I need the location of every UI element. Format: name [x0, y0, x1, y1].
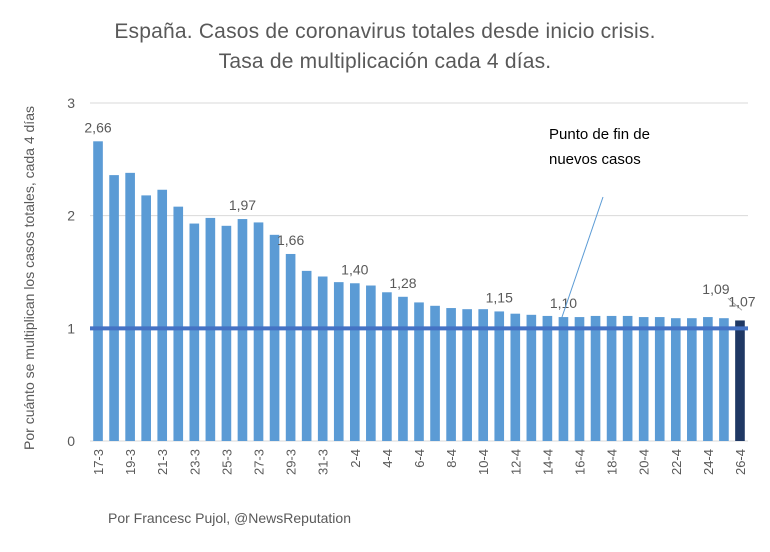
annotation-line-2: nuevos casos: [549, 151, 641, 168]
bar-6-4: [414, 302, 424, 441]
bar-30-3: [301, 270, 312, 441]
x-tick-label-31-3: 31-3: [316, 449, 331, 475]
x-tick-label-21-3: 21-3: [155, 449, 170, 475]
bar-5-4: [398, 296, 408, 441]
chart-title: España. Casos de coronavirus totales des…: [114, 20, 656, 43]
data-label-29-3: 1,66: [277, 232, 304, 248]
data-label-25-4: 1,09: [702, 281, 729, 297]
x-tick-label-26-4: 26-4: [733, 449, 748, 475]
bar-22-4: [670, 318, 681, 441]
bar-17-4: [590, 315, 601, 441]
x-tick-labels: 17-3 19-3 21-3 23-3 25-3 27-3 29-3 31-3 2-4 4-4 6-…: [91, 449, 748, 475]
bar-18-4: [606, 315, 617, 441]
bar-27-3: [253, 222, 264, 441]
annotation-arrow-group: [560, 196, 604, 321]
bar-7-4: [430, 305, 440, 441]
x-tick-label-6-4: 6-4: [412, 449, 427, 468]
bar-25-3: [221, 225, 232, 441]
bar-3-4: [366, 285, 376, 441]
bar-1-4: [333, 282, 344, 441]
x-tick-label-12-4: 12-4: [508, 449, 523, 475]
bar-20-3: [141, 195, 151, 441]
bar-22-3: [173, 206, 184, 441]
data-label-26-4: 1,07: [728, 293, 755, 309]
x-tick-label-27-3: 27-3: [252, 449, 267, 475]
y-tick-label-2: 2: [67, 208, 75, 224]
x-tick-label-17-3: 17-3: [91, 449, 106, 475]
bar-2-4: [349, 283, 360, 441]
data-labels: 2,66 1,97 1,66 1,40 1,28 1,15 1,10 1,091,07: [84, 119, 755, 311]
x-tick-label-24-4: 24-4: [701, 449, 716, 475]
data-label-leader-25-4: [727, 297, 743, 311]
bar-19-3: [125, 172, 135, 441]
bar-31-3: [317, 276, 328, 441]
y-axis-title-group: Por cuánto se multiplican los casos tota…: [21, 106, 37, 450]
bar-4-4: [382, 292, 392, 441]
annotation-line-1: Punto de fin de: [549, 126, 650, 143]
data-label-5-4: 1,28: [389, 275, 416, 291]
x-tick-label-14-4: 14-4: [540, 449, 555, 475]
x-tick-label-22-4: 22-4: [669, 449, 684, 475]
bar-21-4: [654, 317, 665, 441]
bar-10-4: [478, 309, 489, 441]
x-tick-label-25-3: 25-3: [219, 449, 234, 475]
credit-text: Por Francesc Pujol, @NewsReputation: [108, 510, 351, 526]
bar-12-4: [510, 313, 521, 441]
bar-21-3: [157, 189, 168, 441]
x-tick-label-16-4: 16-4: [572, 449, 587, 475]
x-tick-label-19-3: 19-3: [123, 449, 138, 475]
data-label-15-4: 1,10: [550, 295, 577, 311]
bar-17-3: [93, 141, 103, 441]
data-label-2-4: 1,40: [341, 261, 368, 277]
y-tick-label-3: 3: [67, 95, 75, 111]
data-label-26-3: 1,97: [229, 197, 256, 213]
x-tick-label-2-4: 2-4: [348, 449, 363, 468]
bar-9-4: [462, 309, 472, 441]
bar-25-4: [719, 318, 729, 441]
bar-8-4: [446, 308, 456, 441]
chart-subtitle: Tasa de multiplicación cada 4 días.: [218, 50, 552, 73]
x-tick-label-29-3: 29-3: [284, 449, 299, 475]
bar-24-4: [703, 317, 713, 441]
annotation-text: Punto de fin de nuevos casos: [549, 122, 689, 172]
bar-29-3: [285, 253, 296, 441]
bar-23-3: [189, 223, 200, 441]
y-tick-label-0: 0: [67, 433, 75, 449]
annotation-arrow: [560, 196, 604, 321]
bars: [93, 141, 745, 441]
x-tick-label-4-4: 4-4: [380, 449, 395, 468]
x-tick-label-10-4: 10-4: [476, 449, 491, 475]
data-label-11-4: 1,15: [486, 289, 513, 305]
bar-14-4: [542, 315, 553, 441]
bar-11-4: [494, 311, 505, 441]
bar-13-4: [526, 314, 537, 441]
bar-20-4: [638, 317, 649, 441]
bar-15-4: [558, 317, 569, 441]
y-axis-title: Por cuánto se multiplican los casos tota…: [21, 106, 37, 450]
data-label-17-3: 2,66: [84, 119, 111, 135]
bar-26-4: [735, 320, 745, 441]
x-tick-label-23-3: 23-3: [187, 449, 202, 475]
y-tick-labels: 0 1 2 3: [67, 95, 75, 449]
bar-19-4: [622, 315, 633, 441]
bar-23-4: [687, 318, 697, 441]
x-tick-label-8-4: 8-4: [444, 449, 459, 468]
bar-18-3: [109, 175, 119, 441]
x-tick-label-20-4: 20-4: [637, 449, 652, 475]
bar-28-3: [269, 234, 280, 441]
x-tick-label-18-4: 18-4: [605, 449, 620, 475]
bar-16-4: [574, 317, 585, 441]
y-tick-label-1: 1: [67, 320, 75, 336]
